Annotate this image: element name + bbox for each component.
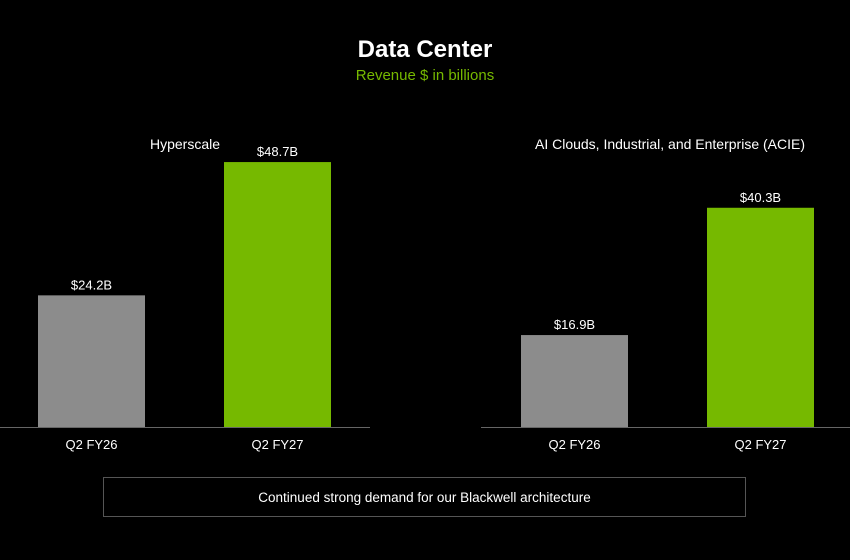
bar-hyperscale-1 (224, 162, 331, 427)
x-tick-label: Q2 FY27 (734, 437, 786, 452)
data-label: $48.7B (257, 144, 298, 159)
chart-subtitle: Revenue $ in billions (355, 67, 495, 84)
chart-title: Data Center (357, 36, 493, 63)
bar-hyperscale-0 (38, 295, 145, 427)
x-tick-label: Q2 FY27 (251, 437, 303, 452)
bar-acie-1 (707, 207, 814, 427)
x-tick-label: Q2 FY26 (548, 437, 600, 452)
summary-note: Continued strong demand for our Blackwel… (103, 477, 746, 517)
panel-title-acie: AI Clouds, Industrial, and Enterprise (A… (534, 136, 805, 152)
x-tick-label: Q2 FY26 (65, 437, 117, 452)
bar-acie-0 (521, 335, 628, 427)
data-label: $24.2B (71, 277, 112, 292)
panel-title-hyperscale: Hyperscale (149, 136, 221, 152)
data-label: $40.3B (740, 190, 781, 205)
data-label: $16.9B (554, 317, 595, 332)
